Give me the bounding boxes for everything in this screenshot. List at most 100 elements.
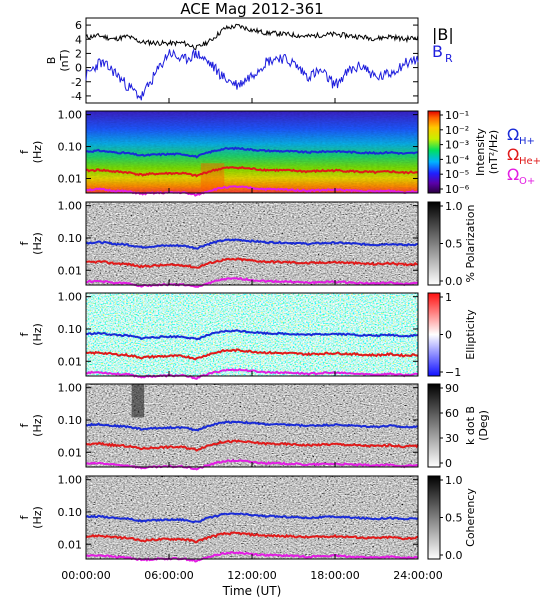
legend-omega-o-subscript: O+ xyxy=(519,176,535,187)
colorbar xyxy=(427,475,441,560)
colorbar-tick-label: −1 xyxy=(445,366,461,379)
y-tick-label: 1.00 xyxy=(58,382,83,395)
colorbar xyxy=(427,383,441,468)
legend-omega-h: Ω xyxy=(507,125,519,144)
field-y-unit: (nT) xyxy=(58,49,71,71)
chart-title: ACE Mag 2012-361 xyxy=(180,0,323,18)
legend-b-r-subscript: R xyxy=(445,52,453,65)
legend-omega-h-subscript: H+ xyxy=(519,136,535,147)
colorbar-tick-label: 10⁻⁵ xyxy=(445,168,469,181)
colorbar-label: % Polarization xyxy=(464,205,477,283)
series-line-omega-he xyxy=(85,348,419,361)
colorbar xyxy=(427,110,441,194)
series-line-omega-h xyxy=(85,512,419,524)
y-tick-label: 1.00 xyxy=(58,109,83,122)
colorbar-label: Intensity xyxy=(474,128,487,176)
legend-omega-he-subscript: He+ xyxy=(519,156,541,167)
kdotb-dark-band xyxy=(131,384,145,418)
colorbar-unit: (nT²/Hz) xyxy=(487,130,500,174)
y-tick-label: 1.00 xyxy=(58,291,83,304)
y-tick-label: 0 xyxy=(75,62,82,75)
colorbar xyxy=(427,201,441,286)
series-line-omega-o xyxy=(85,276,419,288)
y-axis-unit: (Hz) xyxy=(31,141,44,164)
y-tick-label: 0.01 xyxy=(58,538,83,551)
x-tick-label: 18:00:00 xyxy=(310,569,359,582)
colorbar-tick-label: 10⁻² xyxy=(445,124,469,137)
colorbar-tick-label: 10⁻¹ xyxy=(445,109,469,122)
y-tick-label: 4 xyxy=(75,33,82,46)
legend-omega-o: Ω xyxy=(507,165,519,184)
colorbar-label: k dot B xyxy=(464,406,477,445)
y-tick-label: 0.10 xyxy=(58,323,83,336)
y-axis-label: f xyxy=(18,422,31,427)
y-tick-label: 1.00 xyxy=(58,474,83,487)
y-tick-label: 0.10 xyxy=(58,141,83,154)
colorbar-tick-label: 1 xyxy=(445,291,452,304)
y-axis-label: f xyxy=(18,240,31,245)
y-tick-label: 6 xyxy=(75,19,82,32)
intensity-heatmap-texture xyxy=(86,111,418,193)
series-line-b-total xyxy=(85,23,419,50)
y-tick-label: 0.01 xyxy=(58,172,83,185)
spectrogram-panel-intensity: 1.00 0.10 0.01 f (Hz) 10⁻¹ 10⁻² 10⁻³10⁻⁴ 10⁻⁵ 10⁻… xyxy=(18,109,500,197)
y-axis-unit: (Hz) xyxy=(31,414,44,437)
colorbar-tick-label: 90 xyxy=(445,382,459,395)
ellipticity-heatmap-texture xyxy=(86,293,418,376)
spectrogram-panel-kdotb: 1.00 0.10 0.01 f (Hz) 90 60 30 0 k dot B (Deg) xyxy=(18,382,490,471)
colorbar-tick-label: 0.5 xyxy=(445,512,463,525)
colorbar-label: Ellipticity xyxy=(464,309,477,360)
y-tick-label: -2 xyxy=(71,76,82,89)
series-line-omega-h xyxy=(85,420,419,432)
colorbar-tick-label: 1.0 xyxy=(445,474,463,487)
y-tick-label: 2 xyxy=(75,47,82,60)
series-line-omega-h xyxy=(85,146,418,159)
y-axis-unit: (Hz) xyxy=(31,506,44,529)
colorbar-tick-label: 0 xyxy=(445,457,452,470)
colorbar-tick-label: 10⁻⁴ xyxy=(445,153,470,166)
y-tick-label: -4 xyxy=(71,90,82,103)
colorbar-tick-label: 0.0 xyxy=(445,275,463,288)
colorbar xyxy=(427,292,441,377)
colorbar-tick-label: 10⁻⁶ xyxy=(445,183,470,196)
colorbar-tick-label: 0.0 xyxy=(445,549,463,562)
colorbar-tick-label: 0 xyxy=(445,329,452,342)
colorbar-tick-label: 0.5 xyxy=(445,238,463,251)
series-line-b-r xyxy=(85,48,419,101)
colorbar-tick-label: 10⁻³ xyxy=(445,139,469,152)
y-tick-label: 0.10 xyxy=(58,414,83,427)
y-tick-label: 0.10 xyxy=(58,506,83,519)
x-tick-label: 06:00:00 xyxy=(144,569,193,582)
legend-omega-he: Ω xyxy=(507,145,519,164)
colorbar-tick-label: 1.0 xyxy=(445,200,463,213)
colorbar-tick-label: 30 xyxy=(445,432,459,445)
spectrogram-panel-polarization: 1.00 0.10 0.01 f (Hz) 1.0 0.5 0.0% Polarization xyxy=(18,200,477,288)
series-line-omega-o xyxy=(85,551,419,563)
legend-b-total: |B| xyxy=(432,25,454,44)
x-tick-label: 00:00:00 xyxy=(61,569,110,582)
series-line-omega-h xyxy=(85,329,419,341)
y-axis-label: f xyxy=(18,149,31,154)
field-y-label: B xyxy=(45,57,58,65)
y-tick-label: 0.01 xyxy=(58,355,83,368)
intensity-enhancement xyxy=(200,163,225,192)
colorbar-label: Coherency xyxy=(464,488,477,547)
y-tick-label: 0.01 xyxy=(58,446,83,459)
series-line-omega-h xyxy=(86,238,419,250)
series-line-omega-he xyxy=(86,257,419,269)
y-axis-unit: (Hz) xyxy=(31,323,44,346)
y-axis-label: f xyxy=(18,514,31,519)
y-axis-label: f xyxy=(18,331,31,336)
series-line-omega-he xyxy=(85,165,419,178)
series-line-omega-he xyxy=(85,531,419,544)
x-tick-label: 24:00:00 xyxy=(393,569,442,582)
y-tick-label: 0.01 xyxy=(58,264,83,277)
colorbar-tick-label: 60 xyxy=(445,407,459,420)
y-tick-label: 0.10 xyxy=(58,232,83,245)
x-axis-label: Time (UT) xyxy=(222,584,282,598)
